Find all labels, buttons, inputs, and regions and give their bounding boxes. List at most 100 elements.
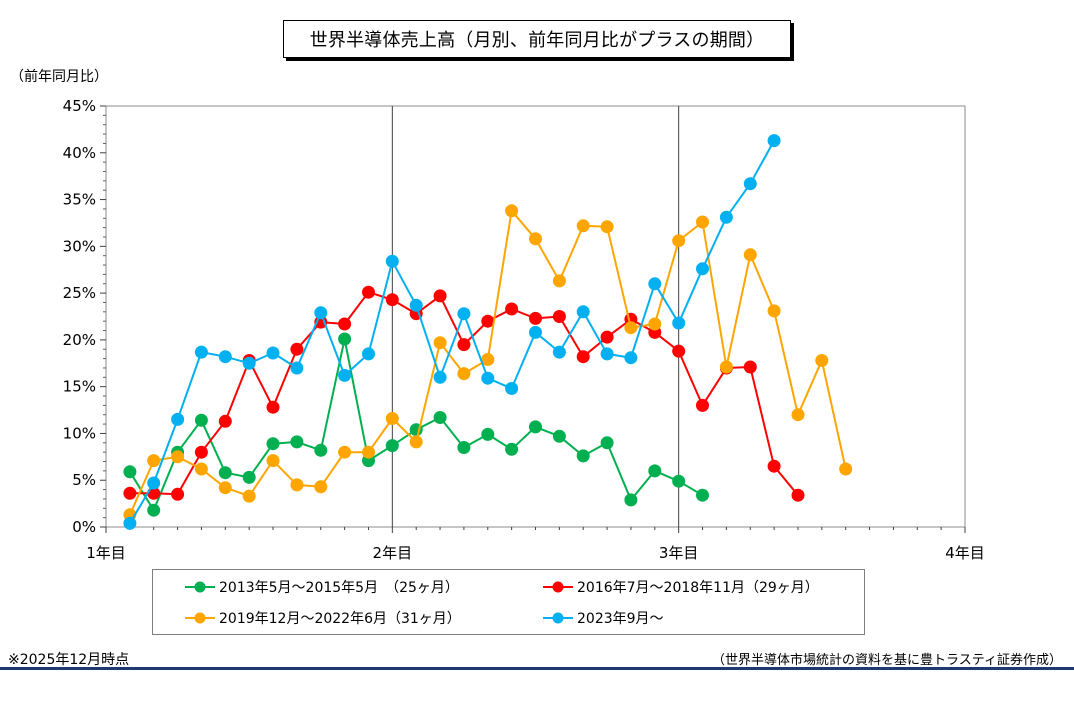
data-point xyxy=(505,204,519,218)
data-point xyxy=(338,332,352,346)
legend-swatch-icon xyxy=(543,612,573,624)
x-tick-label: 3年目 xyxy=(659,544,699,562)
legend-label: 2019年12月～2022年6月（31ヶ月） xyxy=(219,611,461,627)
data-point xyxy=(433,370,447,384)
data-point xyxy=(624,321,638,335)
data-point xyxy=(457,441,471,454)
data-point xyxy=(576,350,590,364)
y-tick-label: 40% xyxy=(63,144,96,162)
y-tick-label: 20% xyxy=(63,331,96,349)
x-tick-label: 1年目 xyxy=(86,544,126,562)
data-point xyxy=(433,289,447,303)
data-point xyxy=(839,462,853,476)
data-point xyxy=(171,450,185,464)
data-point xyxy=(433,411,447,424)
data-point xyxy=(529,311,542,325)
y-tick-label: 30% xyxy=(63,237,96,255)
data-point xyxy=(123,486,137,500)
data-point xyxy=(147,476,161,490)
data-point xyxy=(505,302,519,316)
data-point xyxy=(743,177,757,191)
legend-item-2019: 2019年12月～2022年6月（31ヶ月） xyxy=(185,608,461,628)
data-point xyxy=(266,400,280,414)
data-point xyxy=(529,420,542,434)
data-point xyxy=(362,285,375,299)
y-tick-label: 45% xyxy=(63,97,96,115)
data-point xyxy=(672,316,686,330)
data-point xyxy=(385,293,399,307)
data-point xyxy=(362,347,375,361)
legend-item-2023: 2023年9月～ xyxy=(543,608,664,628)
y-tick-label: 5% xyxy=(72,471,96,489)
data-point xyxy=(600,347,614,361)
data-point xyxy=(624,351,638,365)
x-tick-label: 2年目 xyxy=(373,544,413,562)
data-point xyxy=(242,489,256,503)
data-point xyxy=(552,429,566,443)
data-point xyxy=(743,248,757,262)
data-point xyxy=(194,462,208,476)
data-point xyxy=(767,304,781,318)
data-point xyxy=(552,310,566,323)
data-point xyxy=(743,360,757,374)
data-point xyxy=(409,298,423,312)
data-point xyxy=(194,345,208,359)
data-point xyxy=(648,464,662,478)
footer-divider xyxy=(0,667,1074,670)
data-point xyxy=(600,436,614,450)
data-point xyxy=(696,488,709,502)
legend-swatch-icon xyxy=(543,581,573,593)
data-point xyxy=(338,445,352,459)
data-point xyxy=(242,356,256,370)
data-point xyxy=(385,254,399,268)
y-tick-label: 10% xyxy=(63,424,96,442)
data-point xyxy=(672,234,686,248)
legend-swatch-icon xyxy=(185,581,215,593)
data-point xyxy=(266,346,280,360)
legend-item-2013: 2013年5月～2015年5月 （25ヶ月） xyxy=(185,577,459,597)
data-point xyxy=(266,437,280,451)
data-point xyxy=(290,361,304,375)
data-point xyxy=(576,305,590,319)
data-point xyxy=(791,488,805,502)
data-point xyxy=(672,344,686,358)
data-point xyxy=(481,314,495,328)
data-point xyxy=(385,412,399,425)
data-point xyxy=(290,435,304,449)
y-tick-label: 15% xyxy=(63,378,96,396)
data-point xyxy=(696,215,709,229)
data-point xyxy=(576,219,590,233)
data-point xyxy=(338,368,352,382)
data-point xyxy=(218,466,232,480)
source-credit: （世界半導体市場統計の資料を基に豊トラスティ証券作成） xyxy=(712,653,1062,668)
data-point xyxy=(767,459,781,473)
data-point xyxy=(529,325,542,339)
data-point xyxy=(791,408,805,422)
y-tick-label: 35% xyxy=(63,191,96,209)
legend-swatch-icon xyxy=(185,612,215,624)
data-point xyxy=(481,371,495,385)
data-point xyxy=(314,443,328,457)
data-point xyxy=(600,330,614,344)
y-tick-label: 0% xyxy=(72,518,96,536)
data-point xyxy=(529,232,542,246)
data-point xyxy=(600,220,614,234)
data-point xyxy=(457,307,471,321)
data-point xyxy=(505,382,519,395)
data-point xyxy=(624,493,638,507)
data-point xyxy=(719,210,733,224)
data-point xyxy=(123,516,137,530)
data-point xyxy=(815,354,829,367)
data-point xyxy=(457,338,471,352)
data-point xyxy=(409,435,423,449)
data-point xyxy=(576,449,590,463)
legend-label: 2016年7月～2018年11月（29ヶ月） xyxy=(577,580,819,596)
series-line xyxy=(129,140,775,524)
data-point xyxy=(481,427,495,441)
data-point xyxy=(648,277,662,291)
data-point xyxy=(696,262,709,276)
data-point xyxy=(194,413,208,427)
data-point xyxy=(171,487,185,501)
data-point xyxy=(242,470,256,484)
